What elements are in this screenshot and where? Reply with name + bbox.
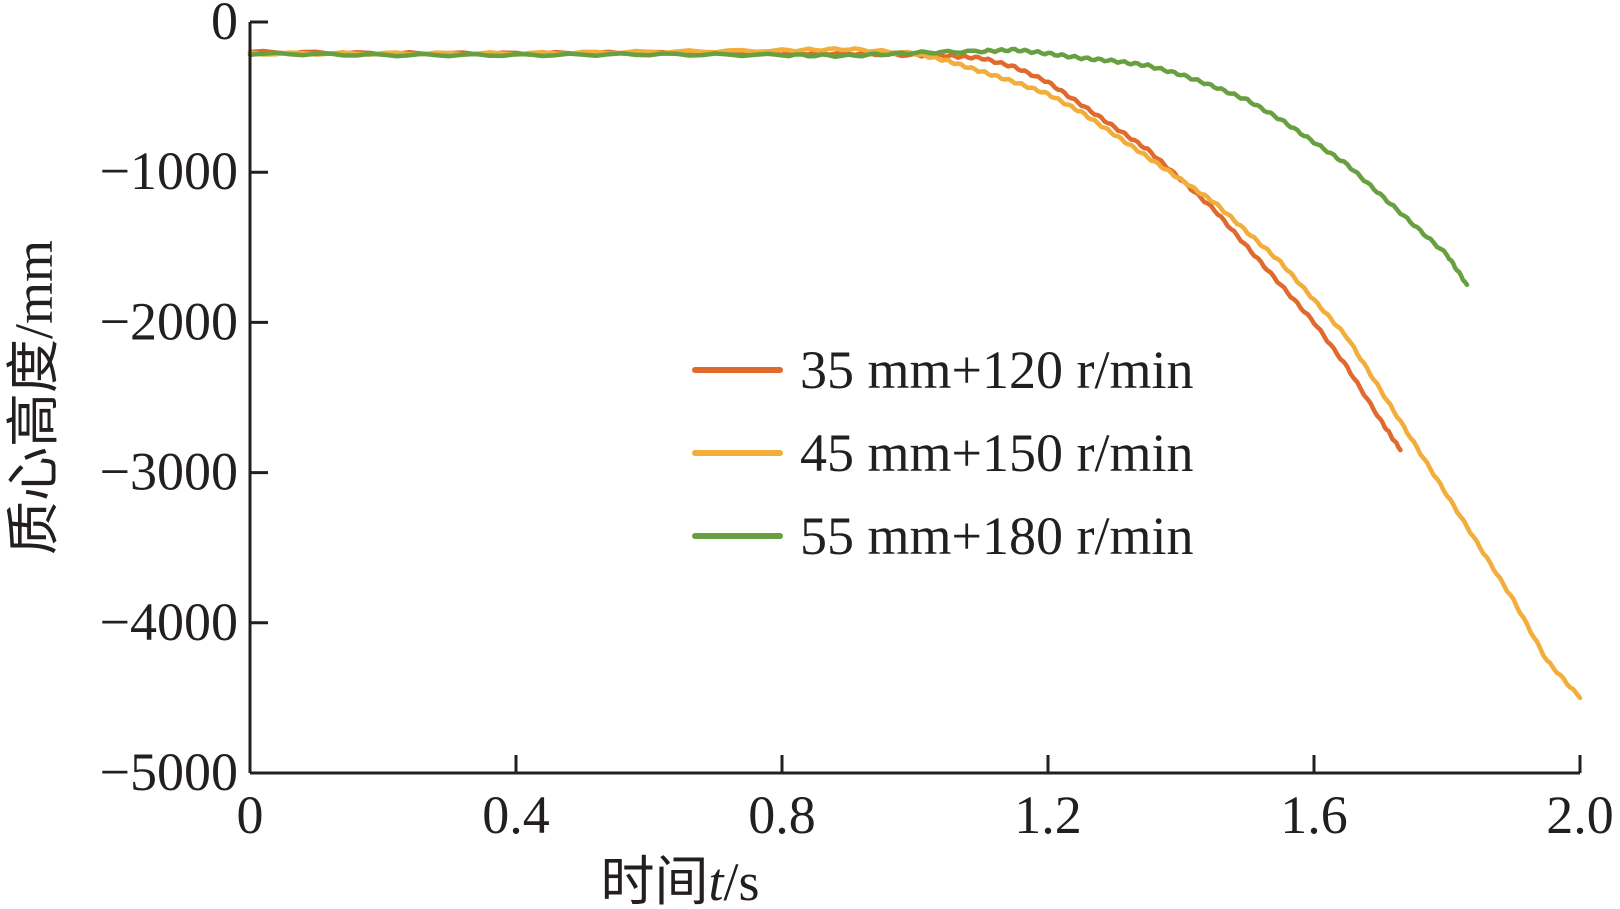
y-tick-label: −3000 (100, 442, 238, 502)
x-tick-label: 0.4 (482, 785, 550, 845)
legend: 35 mm+120 r/min 45 mm+150 r/min 55 mm+180 … (692, 340, 1193, 566)
x-axis-title-variable: t (708, 852, 725, 909)
legend-label: 45 mm+150 r/min (800, 423, 1193, 483)
legend-label: 35 mm+120 r/min (800, 340, 1193, 400)
x-axis-title-unit: /s (723, 852, 759, 909)
y-tick-label: 0 (211, 0, 238, 51)
legend-label: 55 mm+180 r/min (800, 506, 1193, 566)
x-axis-title-prefix: 时间 (600, 852, 708, 909)
x-tick-label: 1.2 (1014, 785, 1082, 845)
y-tick-label: −4000 (100, 592, 238, 652)
x-tick-label: 0 (237, 785, 264, 845)
y-axis-title: 质心高度/mm (4, 240, 64, 555)
y-tick-label: −1000 (100, 141, 238, 201)
axes (248, 22, 1580, 775)
series-line (247, 46, 1583, 701)
x-tick-label: 2.0 (1546, 785, 1614, 845)
x-axis-title: 时间t/s (600, 852, 759, 909)
y-tick-label: −5000 (100, 742, 238, 802)
y-tick-label: −2000 (100, 291, 238, 351)
series-line (247, 46, 1470, 288)
x-tick-label: 1.6 (1280, 785, 1348, 845)
series-layer (247, 46, 1583, 701)
x-tick-label: 0.8 (748, 785, 816, 845)
